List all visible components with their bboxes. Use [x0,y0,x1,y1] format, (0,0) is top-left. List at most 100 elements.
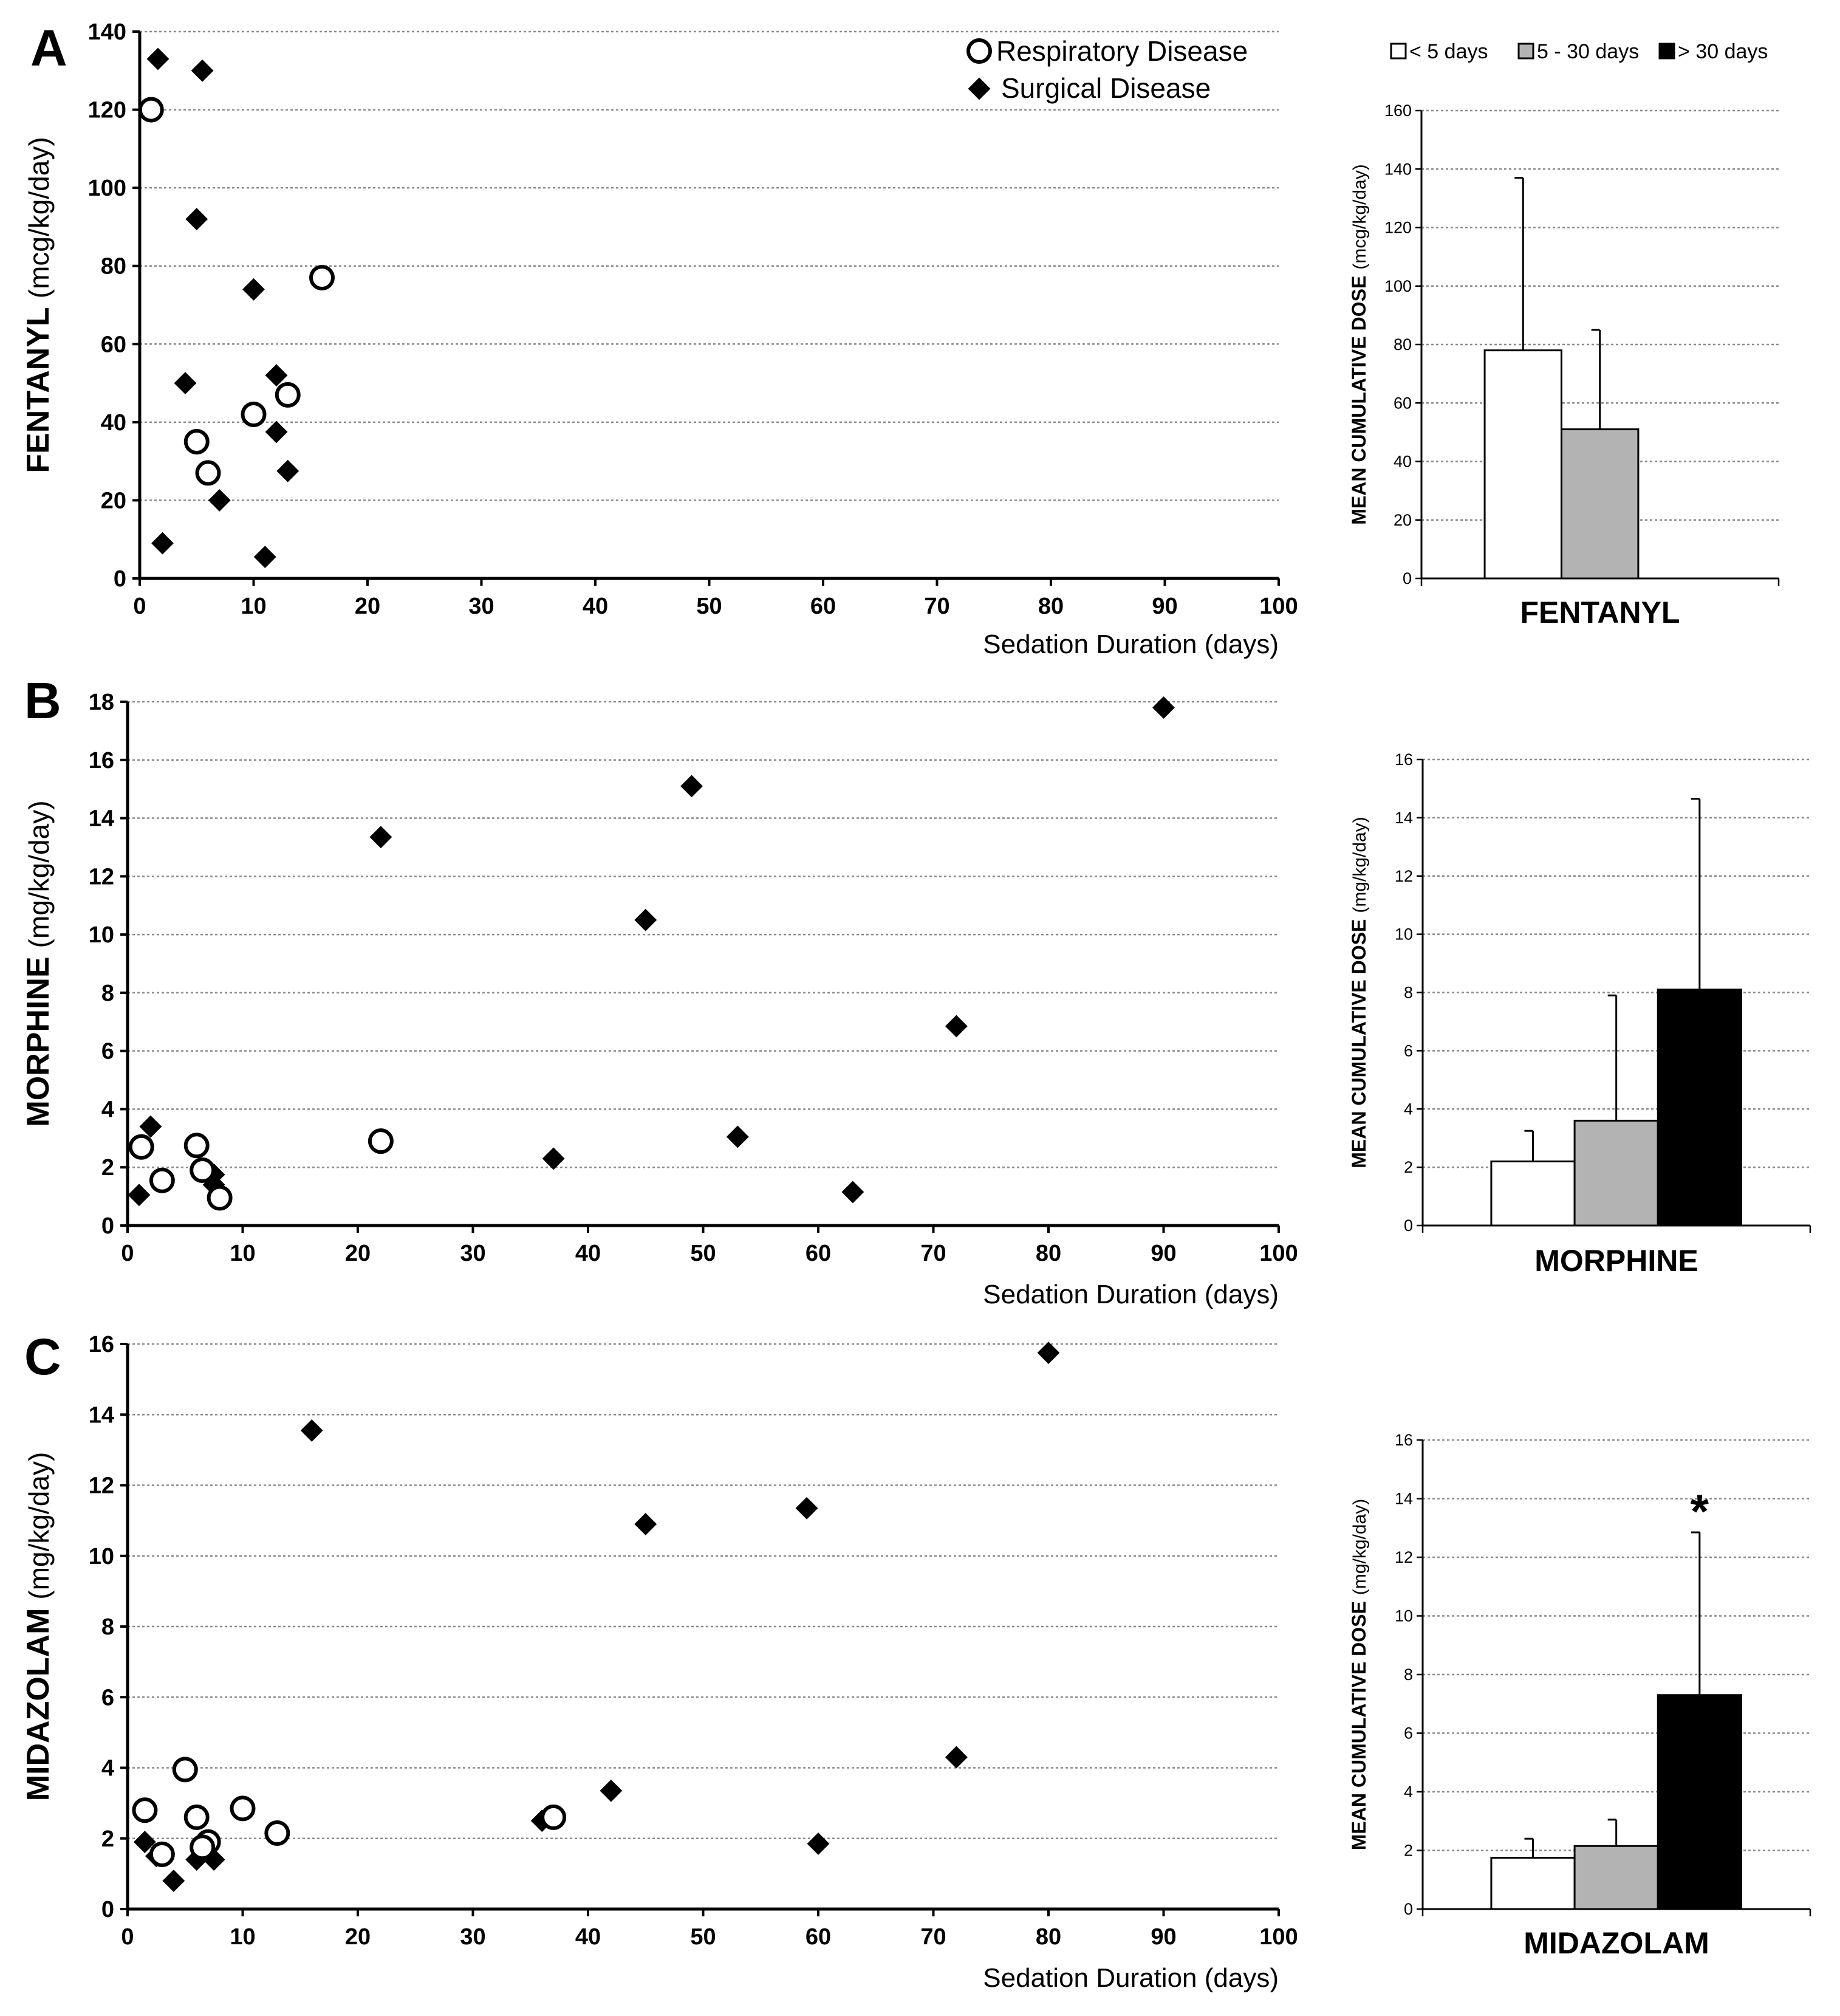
y-tick-label: 12 [89,1473,114,1499]
bar-y-axis-label-unit: (mcg/kg/day) [1350,164,1370,269]
respiratory-point [138,97,164,123]
x-tick-label: 100 [1259,594,1298,619]
respiratory-point [241,402,267,427]
bar-y-axis-label-main: MEAN CUMULATIVE DOSE [1348,919,1370,1168]
y-tick-label: 18 [89,690,114,715]
bar-gt30 [1657,989,1742,1227]
bar-lt5 [1490,1857,1576,1910]
y-axis-label: MIDAZOLAM (mg/kg/day) [21,1452,56,1802]
bar-lt5 [1490,1161,1576,1227]
x-tick-label: 60 [810,594,836,619]
x-tick-label: 20 [355,594,380,619]
y-tick-label: 2 [101,1826,114,1852]
bar-y-tick-label: 0 [1404,1216,1413,1235]
x-tick-label: 90 [1151,1924,1176,1950]
respiratory-point [207,1185,233,1211]
y-tick-label: 10 [89,1544,114,1569]
surgical-point [600,1779,623,1802]
y-tick-label: 4 [101,1097,114,1122]
bar-y-axis-label-main: MEAN CUMULATIVE DOSE [1348,1601,1370,1850]
respiratory-point [275,382,301,408]
x-tick-label: 50 [690,1924,716,1950]
x-axis-label: Sedation Duration (days) [983,1280,1279,1309]
surgical-point [128,1184,151,1207]
bar-y-tick-label: 0 [1404,1900,1413,1918]
y-tick-label: 0 [101,1897,114,1922]
bar-y-tick-label: 6 [1404,1041,1413,1060]
x-tick-label: 40 [575,1241,601,1266]
surgical-point [146,47,169,70]
bar-legend-swatch-d5to30 [1517,43,1534,60]
surgical-point [680,775,703,798]
surgical-point [807,1833,830,1855]
x-axis-label: Sedation Duration (days) [983,629,1279,659]
bar-y-tick-label: 8 [1404,984,1413,1002]
y-axis-label-unit: (mcg/kg/day) [23,137,55,298]
bar-legend-label-gt30: > 30 days [1678,40,1768,63]
bar-y-tick-label: 160 [1384,101,1412,120]
y-tick-label: 14 [89,1402,114,1428]
surgical-point [151,532,174,555]
y-tick-label: 8 [101,981,114,1006]
legend-respiratory-label: Respiratory Disease [996,35,1248,67]
y-tick-label: 0 [114,566,126,592]
y-tick-label: 6 [101,1685,114,1710]
surgical-point [208,489,231,512]
respiratory-point [368,1128,394,1154]
surgical-point [185,208,208,230]
surgical-point [265,364,288,387]
y-axis-label: MORPHINE (mg/kg/day) [21,800,56,1126]
x-tick-label: 20 [345,1924,371,1950]
y-tick-label: 60 [101,332,126,357]
respiratory-point [541,1804,567,1830]
surgical-point [369,826,392,849]
surgical-point [276,459,299,482]
x-tick-label: 10 [230,1241,255,1266]
bar-y-tick-label: 8 [1404,1665,1413,1684]
bar-y-tick-label: 2 [1404,1842,1413,1860]
y-tick-label: 6 [101,1039,114,1065]
bar-chart-title: MORPHINE [1534,1244,1698,1278]
respiratory-point [183,1133,210,1159]
surgical-point [634,908,657,931]
bar-y-axis-label-main: MEAN CUMULATIVE DOSE [1348,276,1370,525]
surgical-point [162,1870,185,1892]
panel-letter: A [30,19,67,77]
y-axis-label-drug: MORPHINE [21,956,56,1126]
surgical-point [841,1181,864,1204]
scatter-legend: Respiratory Disease Surgical Disease [966,35,1248,104]
surgical-point [945,1015,968,1038]
bar-legend-swatch-lt5 [1390,43,1407,60]
bar-y-tick-label: 14 [1395,1490,1413,1508]
bar-y-tick-label: 16 [1395,1431,1413,1449]
x-tick-label: 90 [1152,594,1177,619]
x-tick-label: 80 [1036,1924,1061,1950]
bar-y-tick-label: 0 [1403,569,1412,588]
bar-y-tick-label: 14 [1395,809,1413,827]
bar-y-tick-label: 20 [1394,511,1412,529]
y-tick-label: 40 [101,410,126,436]
y-tick-label: 16 [89,1332,114,1357]
x-tick-label: 80 [1038,594,1064,619]
surgical-point [134,1831,156,1853]
bar-d5to30 [1573,1845,1659,1910]
bar-y-tick-label: 16 [1395,750,1413,769]
bar-y-tick-label: 140 [1384,160,1412,178]
y-axis-label-unit: (mg/kg/day) [23,800,55,948]
bar-y-tick-label: 2 [1404,1158,1413,1176]
scatter-panel-B: 0 2 4 6 8 10 12 14 16 18 0 10 20 30 40 50 60 70 80 90 100 Sed… [21,672,1298,1309]
x-axis-label: Sedation Duration (days) [983,1963,1279,1993]
y-tick-label: 20 [101,488,126,513]
y-tick-label: 2 [101,1155,114,1181]
x-tick-label: 30 [460,1241,485,1266]
respiratory-point [264,1820,290,1846]
x-tick-label: 60 [805,1241,831,1266]
legend-surgical-marker [968,77,991,100]
y-tick-label: 8 [101,1614,114,1640]
x-tick-label: 70 [920,1924,946,1950]
bar-panel-B: 0 2 4 6 8 10 12 14 16 MORPHINE MEAN CUMULATIVE DOS… [1348,750,1811,1278]
bar-y-axis-label: MEAN CUMULATIVE DOSE (mg/kg/day) [1348,817,1370,1168]
y-axis-label-drug: FENTANYL [21,307,56,473]
bar-y-tick-label: 10 [1395,925,1413,944]
